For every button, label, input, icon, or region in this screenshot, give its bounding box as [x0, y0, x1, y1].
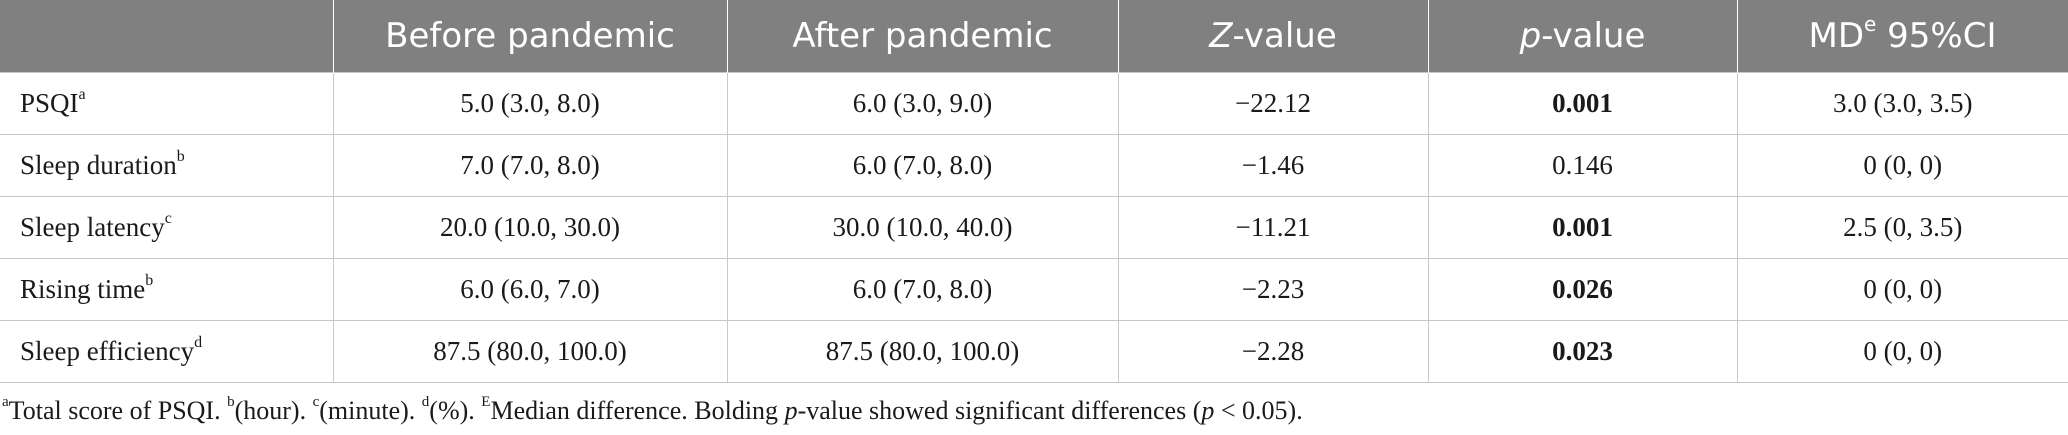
cell-after: 87.5 (80.0, 100.0): [726, 320, 1119, 383]
results-table-container: Before pandemic After pandemic Z-value p…: [0, 0, 2068, 383]
header-z-value: Z-value: [1117, 0, 1429, 73]
cell-md: 0 (0, 0): [1736, 258, 2068, 321]
header-p-value: p-value: [1427, 0, 1738, 73]
cell-after: 6.0 (7.0, 8.0): [726, 134, 1119, 197]
cell-md: 2.5 (0, 3.5): [1736, 196, 2068, 259]
cell-p: 0.146: [1427, 134, 1738, 197]
row-label: Rising timeb: [0, 258, 334, 321]
table-row: PSQIa 5.0 (3.0, 8.0) 6.0 (3.0, 9.0) −22.…: [0, 72, 2068, 135]
table-row: Rising timeb 6.0 (6.0, 7.0) 6.0 (7.0, 8.…: [0, 258, 2068, 321]
cell-before: 5.0 (3.0, 8.0): [332, 72, 728, 135]
cell-before: 87.5 (80.0, 100.0): [332, 320, 728, 383]
cell-after: 6.0 (7.0, 8.0): [726, 258, 1119, 321]
header-before-pandemic: Before pandemic: [332, 0, 728, 73]
row-label: Sleep efficiencyd: [0, 320, 334, 383]
cell-md: 3.0 (3.0, 3.5): [1736, 72, 2068, 135]
cell-md: 0 (0, 0): [1736, 320, 2068, 383]
cell-p: 0.001: [1427, 196, 1738, 259]
cell-after: 6.0 (3.0, 9.0): [726, 72, 1119, 135]
header-md-ci: MDe 95%CI: [1736, 0, 2068, 73]
cell-md: 0 (0, 0): [1736, 134, 2068, 197]
cell-z: −11.21: [1117, 196, 1429, 259]
header-after-pandemic: After pandemic: [726, 0, 1119, 73]
table-row: Sleep efficiencyd 87.5 (80.0, 100.0) 87.…: [0, 320, 2068, 383]
cell-z: −1.46: [1117, 134, 1429, 197]
table-row: Sleep latencyc 20.0 (10.0, 30.0) 30.0 (1…: [0, 196, 2068, 259]
cell-p: 0.026: [1427, 258, 1738, 321]
cell-after: 30.0 (10.0, 40.0): [726, 196, 1119, 259]
results-table: Before pandemic After pandemic Z-value p…: [0, 0, 2068, 383]
row-label: Sleep durationb: [0, 134, 334, 197]
table-footnote: aTotal score of PSQI. b(hour). c(minute)…: [2, 394, 1303, 425]
cell-p: 0.023: [1427, 320, 1738, 383]
cell-z: −2.28: [1117, 320, 1429, 383]
table-header-row: Before pandemic After pandemic Z-value p…: [0, 0, 2068, 73]
row-label: Sleep latencyc: [0, 196, 334, 259]
header-variable: [0, 0, 334, 73]
cell-before: 7.0 (7.0, 8.0): [332, 134, 728, 197]
cell-before: 6.0 (6.0, 7.0): [332, 258, 728, 321]
cell-p: 0.001: [1427, 72, 1738, 135]
row-label: PSQIa: [0, 72, 334, 135]
cell-before: 20.0 (10.0, 30.0): [332, 196, 728, 259]
cell-z: −2.23: [1117, 258, 1429, 321]
table-row: Sleep durationb 7.0 (7.0, 8.0) 6.0 (7.0,…: [0, 134, 2068, 197]
cell-z: −22.12: [1117, 72, 1429, 135]
